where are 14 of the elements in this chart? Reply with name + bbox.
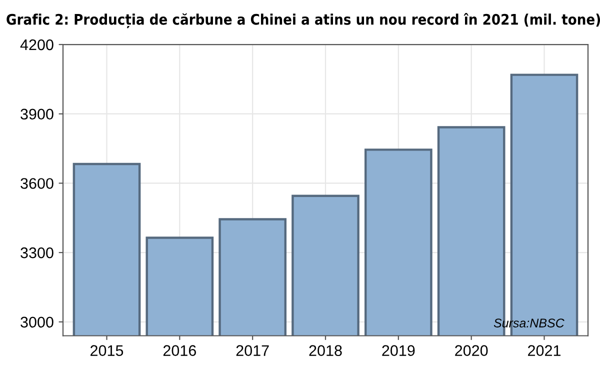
x-tick-label: 2019 — [382, 345, 415, 356]
y-tick-label: 4200 — [20, 39, 54, 50]
x-tick-label: 2017 — [236, 345, 269, 356]
annotation: Sursa:NBSC — [494, 318, 564, 328]
x-tick-label: 2020 — [455, 345, 488, 356]
x-tick-label: 2018 — [309, 345, 342, 356]
y-tick-label: 3900 — [20, 108, 54, 120]
x-tick-label: 2021 — [528, 345, 560, 356]
x-tick-label: 2015 — [90, 345, 124, 356]
chart-title: Grafic 2: Producția de cărbune a Chinei a atins un nou record în 2021 (mil. tone) — [6, 12, 600, 28]
x-tick-label: 2016 — [163, 345, 196, 356]
y-tick-label: 3000 — [20, 316, 54, 328]
y-tick-label: 3300 — [20, 247, 54, 258]
y-tick-label: 3600 — [20, 178, 54, 189]
